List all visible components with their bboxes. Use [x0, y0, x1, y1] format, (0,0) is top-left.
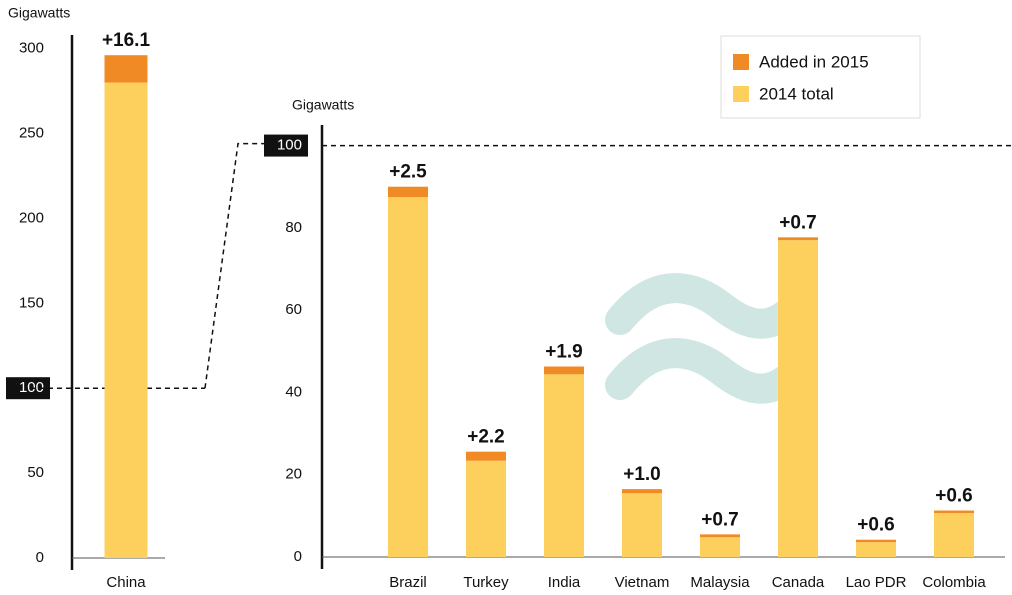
bar-segment [388, 186, 428, 197]
y-tick-label: 200 [19, 209, 44, 226]
x-tick-label: Turkey [463, 574, 509, 591]
x-tick-label: Brazil [389, 574, 427, 591]
y-tick-label: 60 [285, 301, 302, 318]
highlight-tick-box [6, 377, 50, 400]
bar-segment [104, 82, 148, 558]
legend-swatch [733, 54, 749, 70]
data-label: +0.7 [701, 509, 739, 530]
x-tick-label: Lao PDR [846, 574, 907, 591]
highlight-tick-box [264, 134, 308, 157]
bar-segment [778, 240, 818, 557]
legend-box [720, 35, 921, 119]
x-tick-label: Malaysia [690, 574, 750, 591]
x-tick-label: Canada [772, 574, 825, 591]
x-tick-label: India [548, 574, 581, 591]
y-tick-label: 50 [27, 464, 44, 481]
y-tick-label: 0 [36, 549, 44, 566]
bar-segment [544, 374, 584, 557]
bar-segment [622, 493, 662, 557]
reference-connector [204, 142, 265, 389]
data-label: +2.2 [467, 427, 505, 448]
bar-segment [622, 489, 662, 494]
y-tick-label: 300 [19, 40, 44, 57]
data-label: +16.1 [102, 30, 151, 51]
y-tick-label: 40 [285, 383, 302, 400]
y-axis-label: Gigawatts [8, 5, 70, 21]
x-tick-label: Colombia [922, 574, 986, 591]
data-label: +1.9 [545, 342, 583, 363]
bar-segment [466, 451, 506, 461]
bar-segment [700, 537, 740, 557]
y-tick-label: 150 [19, 294, 44, 311]
bar-segment [856, 539, 896, 543]
bar-segment [856, 542, 896, 557]
bar-segment [544, 366, 584, 375]
y-axis-label: Gigawatts [292, 97, 354, 113]
bar-segment [778, 237, 818, 241]
bar-segment [388, 197, 428, 557]
data-label: +1.0 [623, 464, 661, 485]
bar-segment [466, 460, 506, 557]
y-tick-label: 0 [294, 548, 302, 565]
watermark [605, 273, 800, 404]
bar-segment [934, 512, 974, 557]
legend-swatch [733, 86, 749, 102]
y-tick-label: 80 [285, 219, 302, 236]
bar-segment [934, 510, 974, 513]
data-label: +0.6 [857, 515, 895, 536]
legend-label: Added in 2015 [759, 52, 869, 71]
y-tick-label: 20 [285, 466, 302, 483]
y-tick-label: 250 [19, 124, 44, 141]
data-label: +2.5 [389, 162, 427, 183]
bar-segment [700, 534, 740, 538]
x-tick-label: Vietnam [615, 574, 670, 591]
y-tick-label: 100 [277, 137, 302, 154]
data-label: +0.7 [779, 212, 817, 233]
legend-label: 2014 total [759, 84, 834, 103]
data-label: +0.6 [935, 486, 973, 507]
x-tick-label: China [106, 574, 146, 591]
bar-segment [104, 55, 148, 83]
